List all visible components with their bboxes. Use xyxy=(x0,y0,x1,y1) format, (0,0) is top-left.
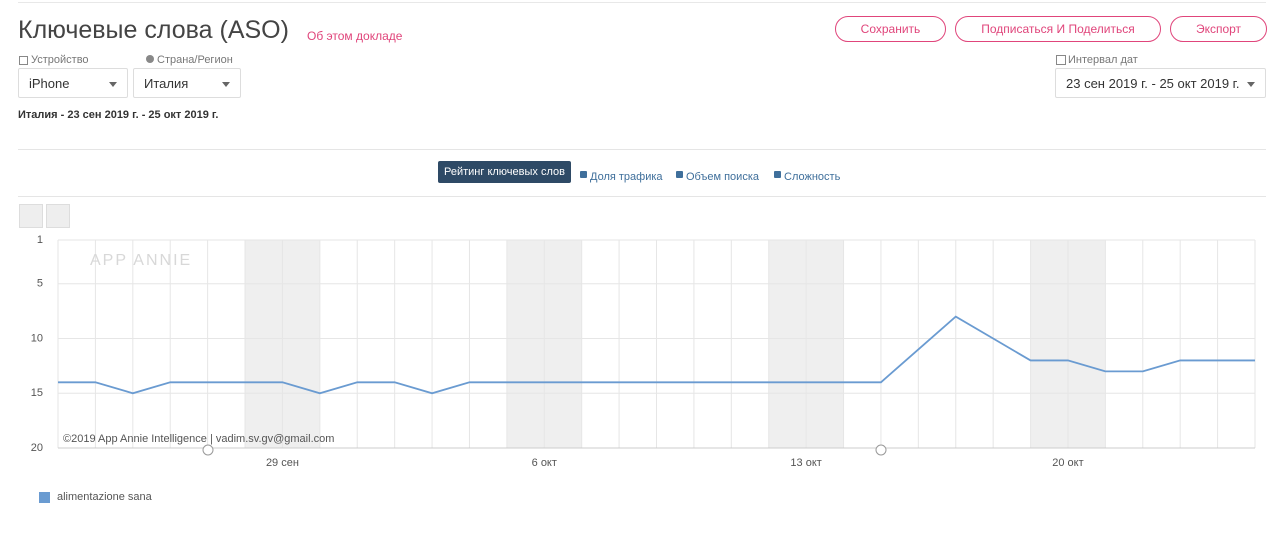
tab[interactable]: Сложность xyxy=(784,171,841,183)
annotation-marker xyxy=(202,444,214,456)
device-select[interactable]: iPhone xyxy=(18,68,128,98)
subscribe-button[interactable]: Подписаться И Поделиться xyxy=(955,16,1161,42)
series-line xyxy=(58,315,1255,395)
tab[interactable]: Доля трафика xyxy=(590,171,663,183)
lock-icon xyxy=(676,171,683,178)
credit: ©2019 App Annie Intelligence | vadim.sv.… xyxy=(63,433,334,445)
lock-icon xyxy=(774,171,781,178)
country-select[interactable]: Италия xyxy=(133,68,241,98)
watermark: APP ANNIE xyxy=(90,252,192,269)
divider xyxy=(18,149,1266,150)
legend-label: alimentazione sana xyxy=(57,491,153,503)
lock-icon xyxy=(580,171,587,178)
date-select[interactable]: 23 сен 2019 г. - 25 окт 2019 г. xyxy=(1055,68,1266,98)
divider xyxy=(18,196,1266,197)
plot-background xyxy=(57,240,1256,448)
device-label: Устройство xyxy=(31,54,89,66)
country-label: Страна/Регион xyxy=(157,54,233,66)
x-tick-label: 6 окт xyxy=(532,457,557,469)
save-button[interactable]: Сохранить xyxy=(835,16,946,42)
export-button[interactable]: Экспорт xyxy=(1170,16,1267,42)
tab[interactable]: Объем поиска xyxy=(686,171,759,183)
x-tick-label: 13 окт xyxy=(790,457,821,469)
page-title: Ключевые слова (ASO) xyxy=(18,16,289,44)
calendar-icon xyxy=(1056,55,1066,65)
y-tick-label: 1 xyxy=(37,234,43,246)
zoom-button[interactable] xyxy=(46,204,70,228)
reset-zoom-button[interactable] xyxy=(19,204,43,228)
x-tick-label: 20 окт xyxy=(1052,457,1083,469)
about-link[interactable]: Об этом докладе xyxy=(307,29,403,43)
y-tick-label: 5 xyxy=(37,278,43,290)
top-border xyxy=(18,2,1266,3)
device-icon xyxy=(19,56,28,65)
legend-swatch xyxy=(39,492,50,503)
y-tick-label: 15 xyxy=(31,387,43,399)
y-tick-label: 20 xyxy=(31,442,43,454)
tab-active[interactable]: Рейтинг ключевых слов xyxy=(438,161,571,183)
y-tick-label: 10 xyxy=(31,332,43,344)
summary: Италия - 23 сен 2019 г. - 25 окт 2019 г. xyxy=(18,109,219,121)
globe-icon xyxy=(146,55,154,63)
x-tick-label: 29 сен xyxy=(266,457,299,469)
annotation-marker xyxy=(875,444,887,456)
date-label: Интервал дат xyxy=(1068,54,1138,66)
